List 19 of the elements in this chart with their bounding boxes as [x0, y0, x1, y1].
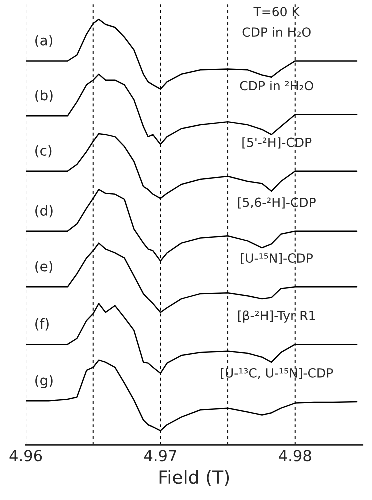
series-label: (f) [36, 318, 49, 331]
text: T=60 K [254, 7, 300, 17]
series-label: (e) [36, 260, 53, 274]
annotation: CDP in H₂O [242, 27, 311, 38]
series-label: (b) [36, 90, 53, 102]
annotation: [5'-²H]-CDP [242, 138, 312, 149]
x-axis-title: Field (T) [160, 470, 230, 486]
series-label: (a) [36, 35, 53, 48]
series-label: (d) [36, 205, 53, 218]
annotation: [U-¹⁵N]-CDP [241, 253, 314, 264]
x-tick-label: 4.96 [10, 450, 42, 462]
series-label: (c) [36, 145, 52, 158]
annotation: [5,6-²H]-CDP [238, 198, 316, 209]
series-label: (g) [36, 375, 53, 388]
annotation: [β-²H]-Tyr R1 [238, 310, 316, 323]
x-tick-label: 4.98 [279, 450, 312, 462]
x-tick-label: 4.97 [144, 450, 176, 462]
annotation: [U-¹³C, U-¹⁵N]-CDP [221, 368, 334, 380]
annotation: CDP in ²H₂O [240, 81, 314, 91]
